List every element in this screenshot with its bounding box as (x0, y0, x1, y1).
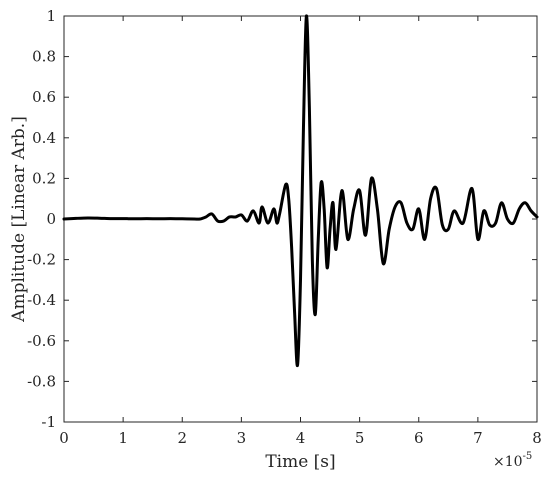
x-tick-label: 6 (414, 429, 424, 447)
series-line (62, 14, 539, 367)
x-tick-label: 7 (473, 429, 483, 447)
x-axis-label: Time [s] (265, 452, 335, 472)
x-tick-label: 8 (532, 429, 542, 447)
y-tick-label: -1 (41, 413, 56, 431)
y-tick-label: -0.8 (27, 372, 56, 390)
y-tick-label: 0.6 (32, 88, 56, 106)
x-tick-labels: 0 1 2 3 4 5 6 7 8 (59, 429, 542, 447)
y-tick-label: -0.4 (27, 291, 56, 309)
y-tick-label: 1 (46, 7, 56, 25)
x-tick-label: 0 (59, 429, 69, 447)
x-tick-label: 2 (177, 429, 187, 447)
x-axis-multiplier-exponent: -5 (523, 451, 533, 462)
x-tick-label: 4 (296, 429, 306, 447)
x-tick-label: 5 (355, 429, 365, 447)
y-tick-label: 0 (46, 210, 56, 228)
x-axis-multiplier: ×10-5 (493, 451, 532, 470)
ticks (63, 15, 538, 423)
plot-area (62, 14, 539, 423)
y-tick-label: -0.2 (27, 251, 56, 269)
y-tick-labels: 1 0.8 0.6 0.4 0.2 0 -0.2 -0.4 -0.6 -0.8 -1 (27, 7, 56, 431)
y-tick-label: 0.2 (32, 169, 56, 187)
x-tick-label: 3 (237, 429, 247, 447)
y-tick-label: -0.6 (27, 332, 56, 350)
y-axis-label: Amplitude [Linear Arb.] (9, 116, 29, 323)
x-axis-multiplier-base: ×10 (493, 454, 523, 470)
y-tick-label: 0.4 (32, 129, 56, 147)
x-tick-label: 1 (118, 429, 128, 447)
y-tick-label: 0.8 (32, 48, 56, 66)
